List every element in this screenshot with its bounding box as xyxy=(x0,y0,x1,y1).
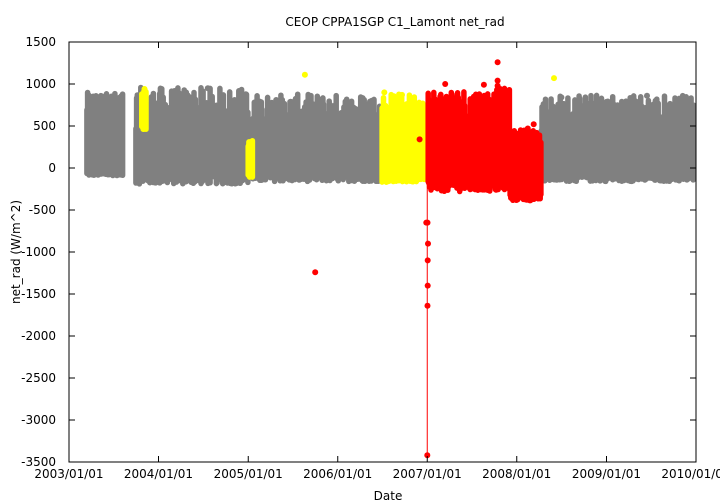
data-point xyxy=(442,81,449,87)
series-red xyxy=(312,59,544,459)
y-tick-label: -2500 xyxy=(21,371,56,385)
data-point xyxy=(423,219,430,226)
data-point xyxy=(141,86,148,92)
x-tick-label: 2006/01/01 xyxy=(303,467,372,481)
data-point xyxy=(399,91,405,98)
y-tick-label: 500 xyxy=(33,119,56,133)
y-tick-label: 1000 xyxy=(25,77,56,91)
y-tick-label: -3500 xyxy=(21,455,56,469)
y-tick-label: -500 xyxy=(29,203,56,217)
data-point xyxy=(86,95,93,102)
data-point xyxy=(530,121,537,128)
data-point xyxy=(424,452,431,459)
data-point xyxy=(558,94,565,101)
data-point xyxy=(494,59,501,66)
data-point xyxy=(273,97,280,103)
data-point xyxy=(495,102,502,108)
data-point xyxy=(495,112,502,119)
data-point xyxy=(204,85,211,92)
y-tick-label: -3000 xyxy=(21,413,56,427)
x-tick-label: 2008/01/01 xyxy=(482,467,551,481)
data-point xyxy=(425,240,431,247)
chart-title: CEOP CPPA1SGP C1_Lamont net_rad xyxy=(285,15,504,29)
x-axis-title: Date xyxy=(374,489,403,503)
data-point xyxy=(524,125,531,132)
y-tick-label: 1500 xyxy=(25,35,56,49)
data-point xyxy=(188,95,195,102)
data-point xyxy=(671,118,678,125)
data-point xyxy=(480,81,487,88)
plot-area xyxy=(84,59,696,459)
y-tick-label: -1500 xyxy=(21,287,56,301)
data-point xyxy=(312,269,319,276)
data-point xyxy=(551,75,557,82)
y-tick-label: 0 xyxy=(48,161,56,175)
data-point xyxy=(494,77,501,84)
x-tick-label: 2010/01/01 xyxy=(661,467,720,481)
data-point xyxy=(368,97,375,104)
y-tick-label: -1000 xyxy=(21,245,56,259)
data-point xyxy=(502,124,509,131)
data-point xyxy=(494,82,501,89)
series-yellow xyxy=(139,71,557,185)
x-tick-label: 2009/01/01 xyxy=(572,467,641,481)
axis-ticks: 1500 1000 500 0 -500 -1000 -1500 -2000 -2500 -300… xyxy=(21,35,720,481)
x-tick-label: 2004/01/01 xyxy=(124,467,193,481)
y-tick-label: -2000 xyxy=(21,329,56,343)
x-tick-label: 2003/01/01 xyxy=(34,467,103,481)
data-point xyxy=(644,92,650,99)
x-tick-label: 2007/01/01 xyxy=(393,467,462,481)
data-point xyxy=(320,130,327,137)
data-point xyxy=(301,71,308,78)
data-point xyxy=(381,89,388,96)
y-axis-title: net_rad (W/m^2) xyxy=(9,200,23,304)
data-point xyxy=(416,136,423,143)
x-tick-label: 2005/01/01 xyxy=(214,467,283,481)
series-gray xyxy=(84,84,696,187)
